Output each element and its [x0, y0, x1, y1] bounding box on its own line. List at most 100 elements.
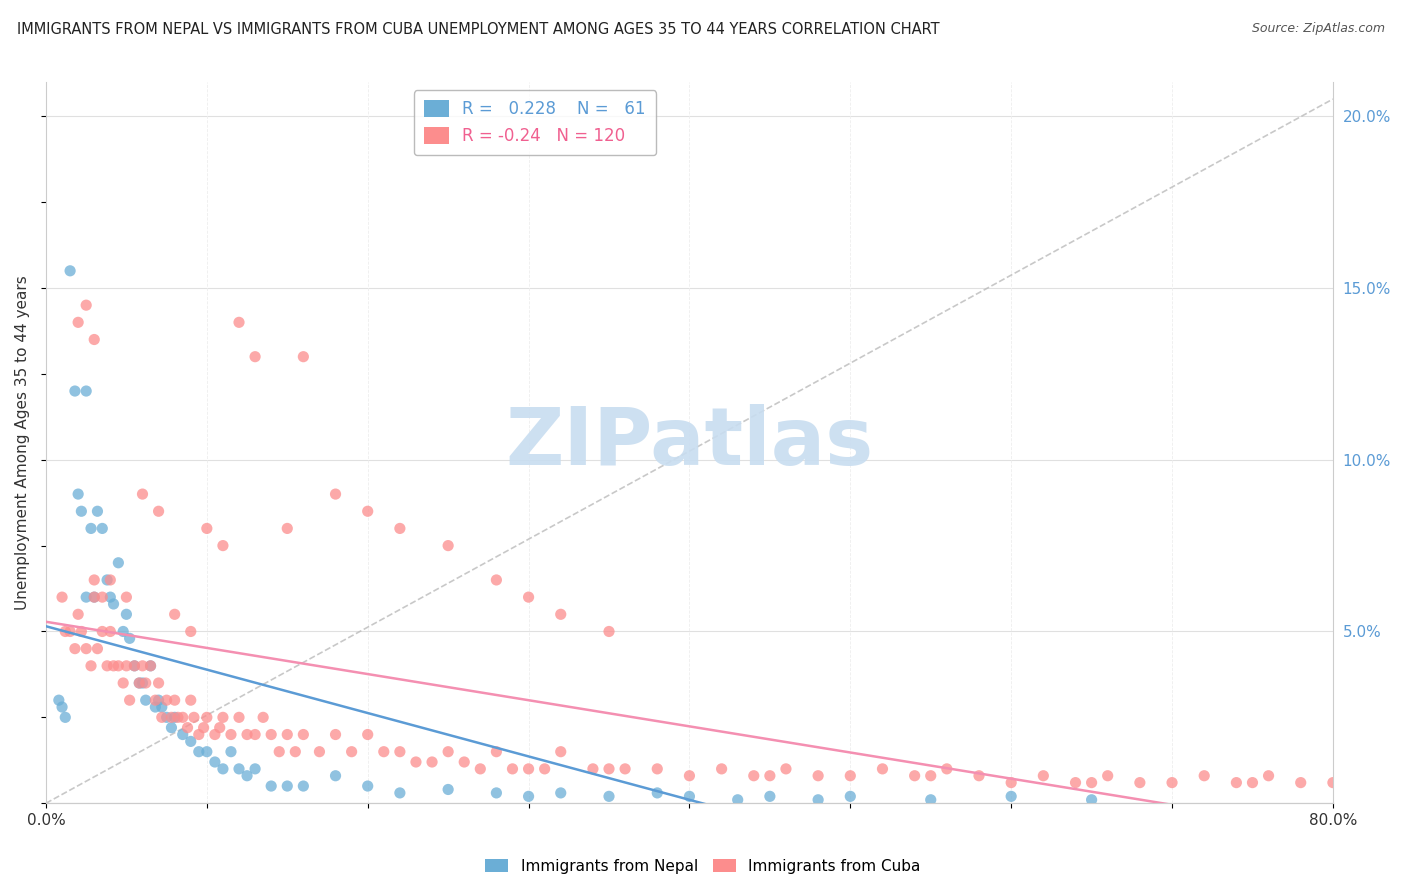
Point: [839, 769, 862, 783]
Point: [357, 779, 380, 793]
Point: [236, 769, 259, 783]
Point: [775, 762, 797, 776]
Point: [112, 676, 135, 690]
Point: [678, 789, 700, 804]
Point: [70, 624, 93, 639]
Point: [107, 658, 129, 673]
Point: [83, 333, 105, 347]
Point: [485, 786, 508, 800]
Text: Source: ZipAtlas.com: Source: ZipAtlas.com: [1251, 22, 1385, 36]
Point: [75, 641, 97, 656]
Point: [550, 607, 572, 622]
Point: [645, 786, 668, 800]
Point: [292, 779, 315, 793]
Point: [920, 769, 942, 783]
Point: [252, 710, 274, 724]
Point: [124, 658, 146, 673]
Point: [260, 727, 283, 741]
Point: [83, 573, 105, 587]
Y-axis label: Unemployment Among Ages 35 to 44 years: Unemployment Among Ages 35 to 44 years: [15, 276, 30, 610]
Point: [135, 693, 157, 707]
Point: [195, 745, 218, 759]
Point: [325, 769, 347, 783]
Point: [75, 298, 97, 312]
Point: [284, 745, 307, 759]
Point: [131, 676, 153, 690]
Point: [135, 676, 157, 690]
Point: [195, 710, 218, 724]
Point: [357, 727, 380, 741]
Point: [98, 590, 121, 604]
Point: [139, 658, 162, 673]
Point: [437, 782, 460, 797]
Legend: Immigrants from Nepal, Immigrants from Cuba: Immigrants from Nepal, Immigrants from C…: [479, 853, 927, 880]
Point: [340, 745, 363, 759]
Point: [437, 539, 460, 553]
Point: [48, 693, 70, 707]
Point: [208, 721, 231, 735]
Point: [373, 745, 395, 759]
Point: [550, 745, 572, 759]
Point: [118, 632, 141, 646]
Point: [388, 745, 411, 759]
Point: [517, 762, 540, 776]
Point: [98, 624, 121, 639]
Point: [243, 727, 266, 741]
Point: [67, 487, 90, 501]
Point: [269, 745, 291, 759]
Point: [96, 573, 118, 587]
Point: [935, 762, 957, 776]
Point: [1064, 775, 1087, 789]
Point: [131, 487, 153, 501]
Point: [115, 607, 138, 622]
Point: [437, 745, 460, 759]
Point: [598, 762, 620, 776]
Point: [204, 755, 226, 769]
Point: [183, 710, 205, 724]
Point: [143, 693, 166, 707]
Point: [228, 762, 250, 776]
Point: [148, 693, 170, 707]
Point: [83, 590, 105, 604]
Point: [839, 789, 862, 804]
Point: [167, 710, 190, 724]
Point: [91, 521, 114, 535]
Point: [1161, 775, 1184, 789]
Text: IMMIGRANTS FROM NEPAL VS IMMIGRANTS FROM CUBA UNEMPLOYMENT AMONG AGES 35 TO 44 Y: IMMIGRANTS FROM NEPAL VS IMMIGRANTS FROM…: [17, 22, 939, 37]
Point: [212, 710, 235, 724]
Point: [176, 721, 198, 735]
Point: [598, 789, 620, 804]
Point: [517, 590, 540, 604]
Point: [967, 769, 990, 783]
Legend: R =   0.228    N =   61, R = -0.24   N = 120: R = 0.228 N = 61, R = -0.24 N = 120: [415, 90, 657, 155]
Point: [1129, 775, 1152, 789]
Point: [150, 700, 173, 714]
Point: [325, 487, 347, 501]
Point: [243, 762, 266, 776]
Point: [759, 769, 782, 783]
Point: [742, 769, 765, 783]
Point: [276, 727, 298, 741]
Point: [598, 624, 620, 639]
Point: [1097, 769, 1119, 783]
Point: [308, 745, 330, 759]
Point: [118, 693, 141, 707]
Point: [212, 539, 235, 553]
Point: [148, 504, 170, 518]
Point: [53, 624, 76, 639]
Point: [904, 769, 927, 783]
Point: [148, 676, 170, 690]
Point: [80, 521, 103, 535]
Point: [614, 762, 637, 776]
Point: [67, 607, 90, 622]
Point: [160, 721, 183, 735]
Point: [53, 710, 76, 724]
Point: [1225, 775, 1247, 789]
Point: [180, 734, 202, 748]
Point: [204, 727, 226, 741]
Point: [470, 762, 492, 776]
Point: [219, 727, 242, 741]
Point: [582, 762, 605, 776]
Point: [98, 573, 121, 587]
Point: [91, 590, 114, 604]
